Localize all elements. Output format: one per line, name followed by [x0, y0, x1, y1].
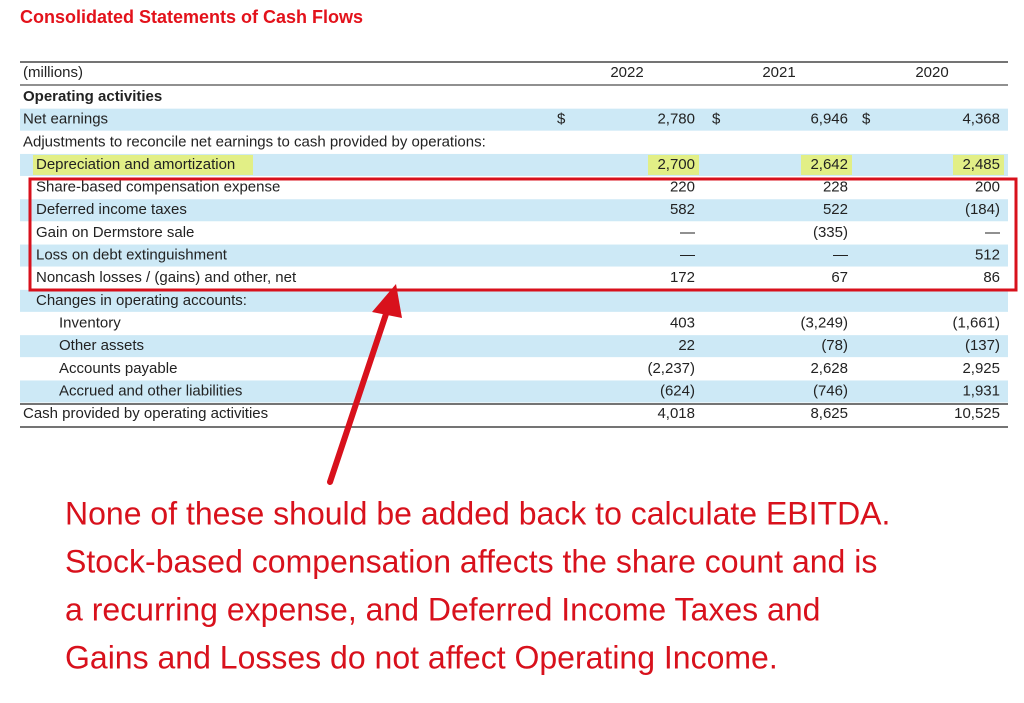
cell-value: 86 — [983, 269, 1000, 286]
highlight — [648, 154, 699, 175]
cell-value: 6,946 — [810, 111, 848, 128]
annotation-line: Gains and Losses do not affect Operating… — [65, 639, 778, 675]
row-backgrounds — [20, 108, 1008, 403]
highlight — [801, 154, 852, 175]
header-year: 2022 — [610, 64, 643, 81]
row-label: Gain on Dermstore sale — [36, 224, 194, 241]
cell-value: — — [833, 247, 848, 264]
cell-value: 8,625 — [810, 405, 848, 422]
row-shade — [20, 199, 1008, 222]
currency: $ — [557, 111, 566, 128]
cell-value: 200 — [975, 179, 1000, 196]
cell-value: (1,661) — [952, 314, 1000, 331]
header-label: (millions) — [23, 64, 83, 81]
cell-value: 582 — [670, 201, 695, 218]
cell-value: 2,925 — [962, 360, 1000, 377]
annotation-line: a recurring expense, and Deferred Income… — [65, 591, 820, 627]
annotation-line: Stock-based compensation affects the sha… — [65, 543, 877, 579]
arrow — [327, 284, 402, 485]
row-label: Deferred income taxes — [36, 201, 187, 218]
cell-value: 403 — [670, 314, 695, 331]
cell-value: (184) — [965, 201, 1000, 218]
cell-value: 2,485 — [962, 156, 1000, 173]
row-label: Loss on debt extinguishment — [36, 247, 228, 264]
row-shade — [20, 108, 1008, 131]
cell-value: (2,237) — [647, 360, 695, 377]
row-shade — [20, 380, 1008, 403]
cell-value: 512 — [975, 247, 1000, 264]
annotation: None of these should be added back to ca… — [65, 495, 890, 675]
cell-value: 10,525 — [954, 405, 1000, 422]
cell-value: 1,931 — [962, 382, 1000, 399]
annotation-line: None of these should be added back to ca… — [65, 495, 890, 531]
cell-value: 220 — [670, 179, 695, 196]
highlight — [33, 154, 253, 175]
cell-value: 228 — [823, 179, 848, 196]
cell-value: 2,700 — [657, 156, 695, 173]
cell-value: 2,780 — [657, 111, 695, 128]
row-shade — [20, 244, 1008, 267]
cell-value: 4,018 — [657, 405, 695, 422]
row-shade — [20, 289, 1008, 312]
cell-value: 522 — [823, 201, 848, 218]
cell-value: — — [680, 224, 695, 241]
row-label: Other assets — [59, 337, 144, 354]
row-label: Depreciation and amortization — [36, 156, 235, 173]
header-year: 2021 — [762, 64, 795, 81]
cell-value: (3,249) — [800, 314, 848, 331]
row-label: Adjustments to reconcile net earnings to… — [23, 133, 486, 150]
table: (millions) 2022 2021 2020 Operating activiti… — [23, 64, 1000, 422]
highlight-box — [28, 177, 1018, 292]
row-shade — [20, 335, 1008, 358]
currency: $ — [712, 111, 721, 128]
row-label: Noncash losses / (gains) and other, net — [36, 269, 297, 286]
row-label: Share-based compensation expense — [36, 179, 280, 196]
cell-value: (746) — [813, 382, 848, 399]
cell-value: 4,368 — [962, 111, 1000, 128]
cell-value: 2,642 — [810, 156, 848, 173]
highlight — [953, 154, 1004, 175]
row-label: Operating activities — [23, 88, 162, 105]
cell-value: (137) — [965, 337, 1000, 354]
cell-value: (78) — [821, 337, 848, 354]
row-label: Cash provided by operating activities — [23, 405, 268, 422]
row-label: Inventory — [59, 314, 121, 331]
cell-value: — — [680, 247, 695, 264]
cell-value: (624) — [660, 382, 695, 399]
header-year: 2020 — [915, 64, 948, 81]
row-shade — [20, 153, 1008, 176]
row-label: Net earnings — [23, 111, 108, 128]
cell-value: 67 — [831, 269, 848, 286]
cell-value: 172 — [670, 269, 695, 286]
cell-value: 22 — [678, 337, 695, 354]
row-label: Changes in operating accounts: — [36, 292, 247, 309]
cell-value: — — [985, 224, 1000, 241]
row-label: Accrued and other liabilities — [59, 382, 242, 399]
cell-value: (335) — [813, 224, 848, 241]
row-label: Accounts payable — [59, 360, 177, 377]
currency: $ — [862, 111, 871, 128]
cell-value: 2,628 — [810, 360, 848, 377]
title: Consolidated Statements of Cash Flows — [20, 7, 363, 27]
